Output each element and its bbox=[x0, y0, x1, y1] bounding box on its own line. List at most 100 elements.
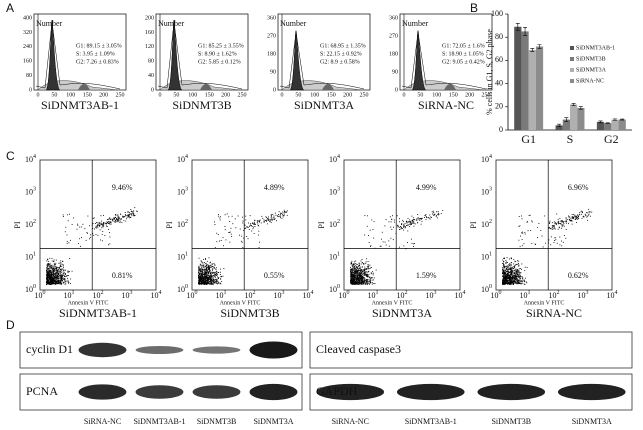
dot bbox=[66, 242, 68, 244]
dot bbox=[54, 273, 56, 274]
dot bbox=[241, 235, 243, 237]
dot bbox=[199, 279, 201, 281]
dot bbox=[53, 267, 55, 269]
dot bbox=[118, 217, 120, 219]
dot bbox=[518, 281, 520, 283]
dot bbox=[249, 225, 251, 227]
dot bbox=[352, 264, 354, 266]
dot bbox=[350, 268, 352, 270]
dot bbox=[516, 276, 518, 278]
dot bbox=[222, 245, 224, 247]
dot bbox=[215, 280, 217, 282]
dot bbox=[205, 281, 206, 283]
dot bbox=[416, 218, 417, 220]
dot bbox=[516, 263, 518, 265]
dot bbox=[64, 280, 66, 282]
dot bbox=[367, 273, 368, 275]
dot bbox=[578, 213, 580, 215]
dot bbox=[256, 221, 258, 223]
dot bbox=[520, 280, 521, 282]
dot bbox=[518, 276, 520, 278]
dot bbox=[502, 280, 504, 281]
dot bbox=[515, 279, 517, 281]
dot bbox=[212, 282, 214, 284]
dot bbox=[355, 278, 357, 280]
dot bbox=[519, 225, 521, 227]
x-tick-label: 103 bbox=[274, 290, 285, 299]
lane-label: SiDNMT3AB-1 bbox=[133, 417, 185, 426]
dot bbox=[109, 223, 111, 225]
dot bbox=[504, 272, 506, 274]
dot bbox=[234, 218, 236, 220]
dot bbox=[251, 224, 253, 226]
dot bbox=[360, 275, 362, 276]
dot bbox=[352, 278, 354, 280]
dot bbox=[366, 280, 368, 282]
dot bbox=[510, 268, 511, 270]
row-label: PCNA bbox=[26, 384, 58, 398]
dot bbox=[353, 268, 355, 270]
dot bbox=[134, 207, 136, 209]
dot bbox=[51, 260, 53, 262]
dot bbox=[57, 280, 59, 282]
dot bbox=[209, 270, 211, 272]
dot bbox=[117, 217, 119, 219]
dot bbox=[246, 236, 248, 237]
dot bbox=[63, 278, 65, 280]
dot bbox=[432, 213, 433, 215]
y-tick-label: 60 bbox=[495, 55, 503, 64]
dot bbox=[550, 236, 552, 238]
dot bbox=[56, 280, 58, 282]
dot bbox=[429, 214, 431, 216]
dot bbox=[210, 274, 212, 276]
dot bbox=[354, 279, 356, 281]
dot bbox=[363, 278, 365, 280]
dot bbox=[212, 275, 214, 277]
dot bbox=[57, 283, 59, 285]
dot bbox=[407, 224, 409, 226]
dot bbox=[220, 240, 222, 241]
dot bbox=[67, 279, 69, 281]
dot bbox=[128, 214, 130, 216]
dot bbox=[425, 214, 427, 215]
dot bbox=[373, 279, 374, 281]
dot bbox=[282, 213, 284, 215]
dot bbox=[549, 220, 551, 222]
x-tick-label: 102 bbox=[397, 290, 408, 299]
dot bbox=[355, 271, 357, 273]
dot bbox=[200, 277, 202, 279]
tick-base: 10 bbox=[329, 220, 337, 229]
dot bbox=[201, 281, 203, 283]
y-tick-label: 101 bbox=[25, 252, 36, 261]
dot bbox=[206, 269, 208, 271]
dot bbox=[429, 218, 431, 220]
tick-base: 10 bbox=[177, 187, 185, 196]
dot bbox=[509, 283, 511, 285]
dot bbox=[557, 221, 559, 223]
dot bbox=[107, 219, 108, 220]
dot bbox=[252, 228, 254, 230]
dot bbox=[278, 214, 280, 215]
stat-text: G2: 5.85 ± 0.12% bbox=[198, 59, 241, 65]
dot bbox=[253, 226, 254, 228]
dot bbox=[48, 267, 50, 269]
dot bbox=[62, 261, 64, 263]
dot bbox=[351, 268, 353, 270]
dot bbox=[555, 224, 557, 225]
dot bbox=[243, 237, 245, 239]
dot bbox=[379, 245, 381, 247]
dot bbox=[372, 229, 374, 230]
dot bbox=[515, 260, 517, 262]
dot bbox=[199, 278, 201, 280]
dot bbox=[521, 282, 523, 284]
dot bbox=[354, 282, 356, 284]
dot bbox=[561, 240, 562, 242]
dot bbox=[208, 283, 210, 285]
dot bbox=[49, 263, 51, 265]
dot bbox=[201, 276, 203, 278]
dot bbox=[414, 223, 416, 225]
dot bbox=[361, 280, 363, 281]
dot bbox=[504, 282, 506, 284]
dot bbox=[201, 277, 203, 279]
dot bbox=[252, 222, 254, 224]
